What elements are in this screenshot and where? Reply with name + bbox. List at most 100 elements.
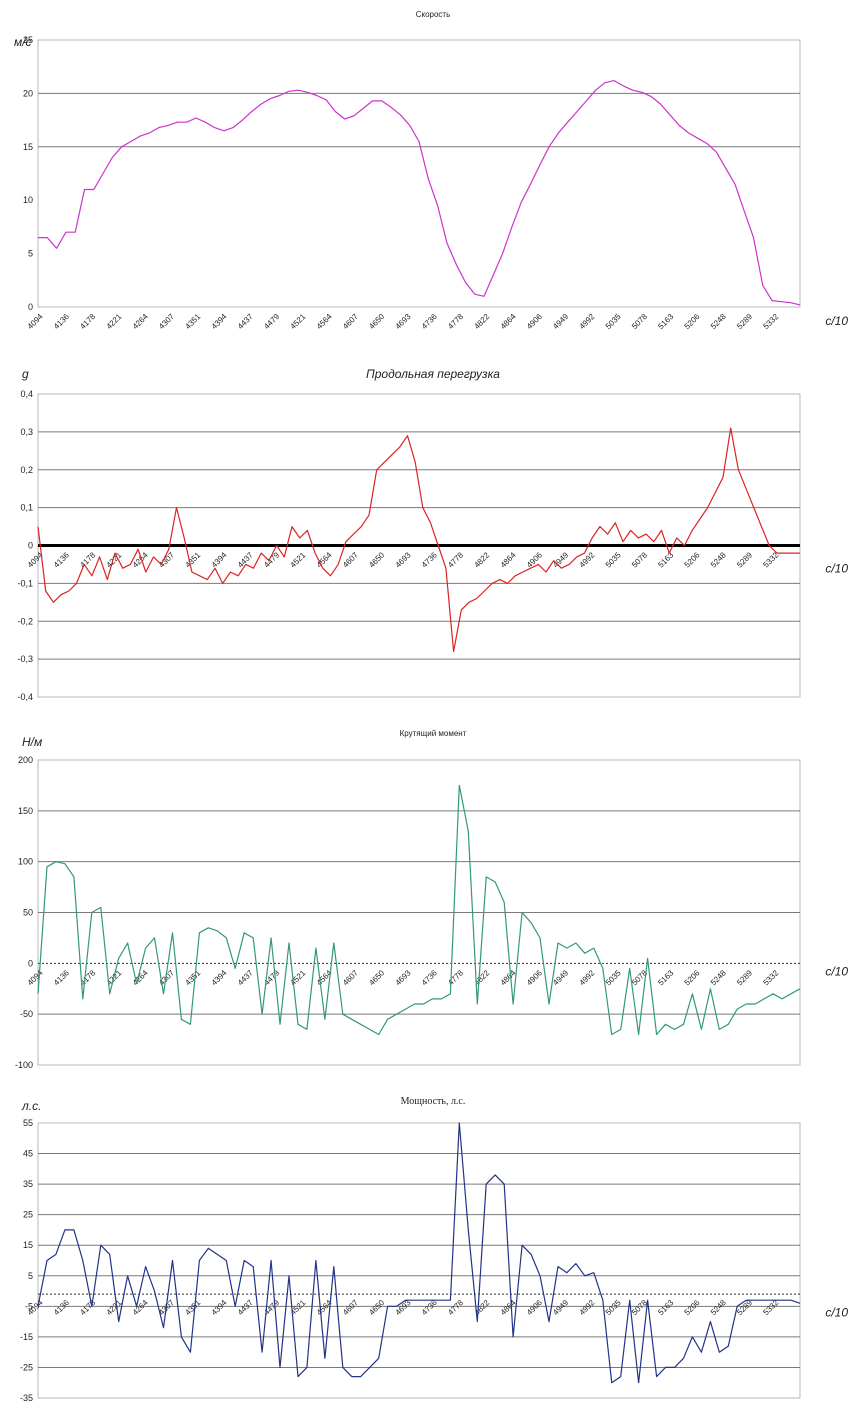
x-tick-label: 4394 <box>210 550 229 569</box>
x-tick-label: 4992 <box>578 550 597 569</box>
x-tick-label: 4607 <box>341 1298 360 1317</box>
y-tick-label: -0,4 <box>17 692 33 702</box>
x-tick-label: 4949 <box>551 312 570 331</box>
x-tick-label: 4264 <box>131 550 150 569</box>
x-tick-label: 4949 <box>551 550 570 569</box>
x-tick-label: 5035 <box>604 550 623 569</box>
x-tick-label: 4992 <box>578 312 597 331</box>
y-tick-label: 0 <box>28 541 33 551</box>
x-tick-label: 4650 <box>367 1298 386 1317</box>
x-tick-label: 4178 <box>78 1298 97 1317</box>
y-tick-label: 15 <box>23 142 33 152</box>
x-tick-label: 4607 <box>341 550 360 569</box>
y-tick-label: -15 <box>20 1332 33 1342</box>
x-tick-label: 5078 <box>630 312 649 331</box>
y-tick-label: 0,4 <box>20 389 33 399</box>
y-axis-unit: g <box>22 367 29 381</box>
chart-title: Мощность, л.с. <box>401 1096 466 1107</box>
x-tick-label: 4778 <box>446 312 465 331</box>
y-tick-label: 150 <box>18 806 33 816</box>
speed-chart: 0 5 10 15 20 25 4094 4136 4178 4221 4264 4307 4351 43… <box>14 10 848 331</box>
x-tick-label: 4178 <box>78 312 97 331</box>
plot-frame <box>37 1122 801 1399</box>
x-tick-label: 4693 <box>394 550 413 569</box>
series-line <box>37 784 801 1036</box>
x-tick-label: 4607 <box>341 312 360 331</box>
x-tick-label: 4693 <box>394 312 413 331</box>
x-tick-label: 4564 <box>315 312 334 331</box>
x-tick-label: 4650 <box>367 550 386 569</box>
x-tick-label: 4437 <box>236 1298 255 1317</box>
y-tick-label: -0,3 <box>17 654 33 664</box>
x-tick-label: 4650 <box>367 312 386 331</box>
x-tick-label: 5289 <box>735 550 754 569</box>
series-line <box>37 1122 801 1384</box>
y-tick-label: -0,1 <box>17 578 33 588</box>
chart-title: Крутящий момент <box>400 729 467 738</box>
x-tick-label: 4607 <box>341 968 360 987</box>
chart-title: Продольная перегрузка <box>366 367 500 381</box>
x-tick-label: 4992 <box>578 968 597 987</box>
x-tick-label: 4521 <box>288 550 307 569</box>
x-tick-label: 4564 <box>315 550 334 569</box>
x-tick-label: 5035 <box>604 312 623 331</box>
x-tick-label: 4264 <box>131 1298 150 1317</box>
y-tick-label: -5 <box>25 1301 33 1311</box>
x-tick-label: 4736 <box>420 312 439 331</box>
x-tick-label: 5163 <box>656 312 675 331</box>
x-axis-unit: с/10 <box>825 314 848 328</box>
x-axis-unit: с/10 <box>825 1305 848 1319</box>
x-axis-unit: с/10 <box>825 964 848 978</box>
x-tick-label: 5206 <box>683 1298 702 1317</box>
x-tick-label: 4564 <box>315 1298 334 1317</box>
x-tick-label: 5163 <box>656 968 675 987</box>
x-tick-label: 4564 <box>315 968 334 987</box>
x-tick-label: 4307 <box>157 312 176 331</box>
x-tick-label: 5035 <box>604 1298 623 1317</box>
x-tick-label: 4521 <box>288 312 307 331</box>
y-tick-label: 0 <box>28 958 33 968</box>
x-tick-label: 4906 <box>525 1298 544 1317</box>
y-tick-label: 5 <box>28 1271 33 1281</box>
x-tick-label: 5332 <box>761 312 780 331</box>
y-axis-unit: Н/м <box>22 735 42 749</box>
x-tick-label: 4906 <box>525 312 544 331</box>
y-tick-label: 25 <box>23 35 33 45</box>
chart-title: Скорость <box>416 10 451 19</box>
x-tick-label: 5248 <box>709 1298 728 1317</box>
y-tick-label: 5 <box>28 249 33 259</box>
x-tick-label: 4437 <box>236 550 255 569</box>
y-tick-label: -35 <box>20 1393 33 1403</box>
x-tick-label: 4822 <box>472 550 491 569</box>
x-tick-label: 4479 <box>262 1298 281 1317</box>
x-tick-label: 4693 <box>394 968 413 987</box>
x-tick-label: 4736 <box>420 550 439 569</box>
y-tick-label: 25 <box>23 1210 33 1220</box>
x-tick-label: 4136 <box>52 550 71 569</box>
x-tick-label: 4136 <box>52 968 71 987</box>
x-tick-label: 4949 <box>551 1298 570 1317</box>
x-tick-label: 4351 <box>183 550 202 569</box>
x-tick-label: 4394 <box>210 1298 229 1317</box>
x-tick-label: 5035 <box>604 968 623 987</box>
y-tick-label: -0,2 <box>17 616 33 626</box>
x-tick-label: 4351 <box>183 312 202 331</box>
x-tick-label: 5206 <box>683 550 702 569</box>
y-tick-label: 15 <box>23 1240 33 1250</box>
x-tick-label: 5248 <box>709 550 728 569</box>
x-tick-label: 4992 <box>578 1298 597 1317</box>
x-tick-label: 4178 <box>78 550 97 569</box>
y-tick-label: 45 <box>23 1149 33 1159</box>
x-tick-label: 4136 <box>52 312 71 331</box>
x-tick-label: 5206 <box>683 968 702 987</box>
x-tick-label: 4094 <box>26 968 45 987</box>
y-tick-label: 100 <box>18 857 33 867</box>
x-tick-label: 4822 <box>472 312 491 331</box>
plot-frame <box>37 39 801 308</box>
y-tick-label: 0 <box>28 302 33 312</box>
x-tick-label: 4094 <box>26 312 45 331</box>
x-tick-label: 4221 <box>105 550 124 569</box>
y-tick-label: -100 <box>15 1060 33 1070</box>
